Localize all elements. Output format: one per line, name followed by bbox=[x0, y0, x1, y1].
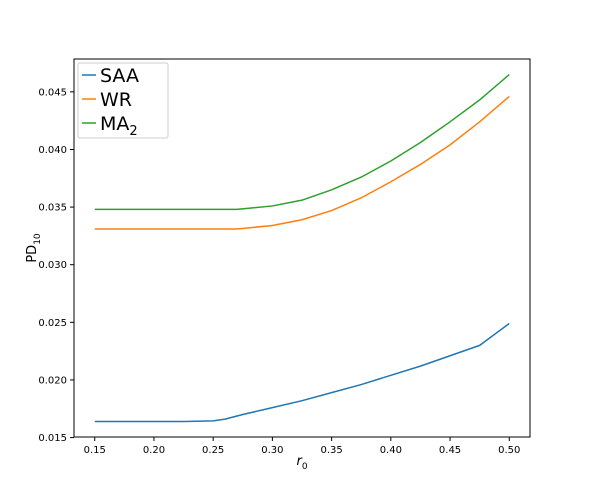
series-lines bbox=[94, 73, 510, 423]
y-tick-label: 0.035 bbox=[38, 203, 67, 214]
legend-label: WR bbox=[100, 89, 132, 111]
y-tick-label: 0.020 bbox=[38, 375, 67, 386]
x-axis-title: r0 bbox=[296, 454, 307, 472]
x-tick-label: 0.40 bbox=[380, 445, 402, 456]
series-line-ma bbox=[94, 73, 510, 211]
y-tick-label: 0.045 bbox=[38, 87, 67, 98]
y-axis: 0.015 0.020 0.025 0.030 0.035 0.040 0.045 bbox=[38, 87, 74, 444]
y-tick-label: 0.015 bbox=[38, 433, 67, 444]
x-tick-label: 0.15 bbox=[84, 445, 106, 456]
y-tick-label: 0.040 bbox=[38, 145, 67, 156]
legend-label: SAA bbox=[100, 65, 139, 87]
x-tick-label: 0.45 bbox=[439, 445, 461, 456]
x-axis: 0.15 0.20 0.25 0.30 0.35 0.40 0.45 0.50 bbox=[84, 437, 520, 456]
x-tick-label: 0.35 bbox=[320, 445, 342, 456]
series-line-saa bbox=[94, 322, 510, 423]
x-tick-label: 0.50 bbox=[498, 445, 520, 456]
y-tick-label: 0.030 bbox=[38, 260, 67, 271]
series-line-wr bbox=[94, 95, 510, 230]
x-tick-label: 0.30 bbox=[261, 445, 283, 456]
y-axis-title: PD10 bbox=[25, 233, 43, 263]
x-tick-label: 0.20 bbox=[143, 445, 165, 456]
legend-label: MA2 bbox=[100, 113, 138, 139]
x-tick-label: 0.25 bbox=[202, 445, 224, 456]
legend-frame bbox=[77, 62, 169, 139]
y-tick-label: 0.025 bbox=[38, 318, 67, 329]
plot-frame bbox=[73, 58, 531, 438]
